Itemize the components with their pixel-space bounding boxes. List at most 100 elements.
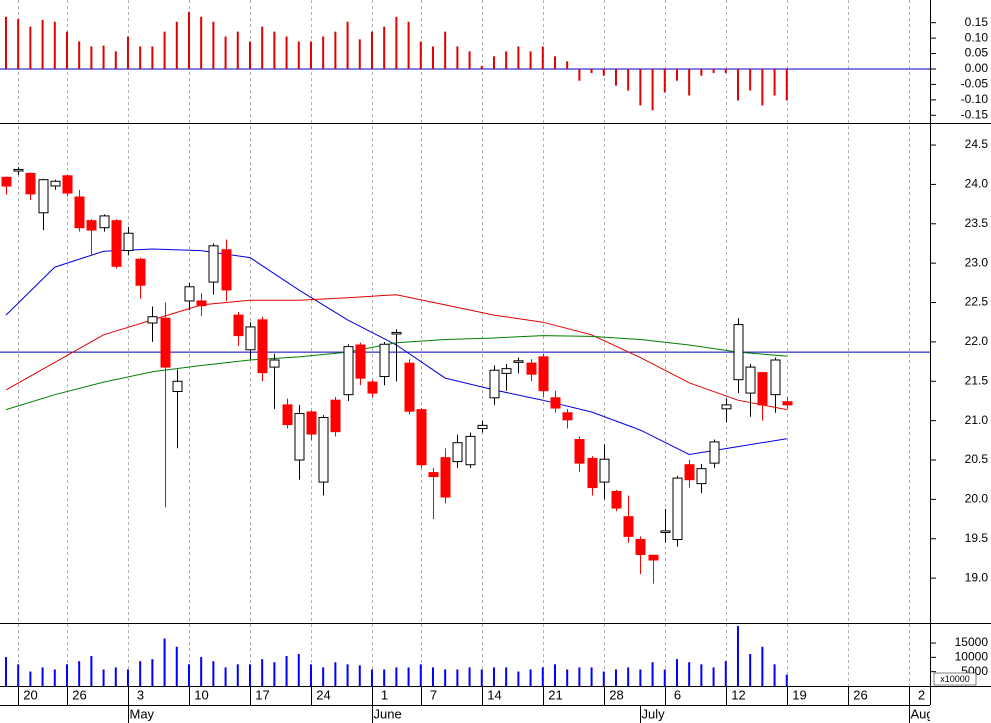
candle-body: [599, 458, 610, 483]
bar: [309, 41, 312, 69]
bar: [468, 667, 471, 686]
candle-body: [86, 220, 97, 231]
bar: [456, 669, 459, 686]
bar: [175, 21, 178, 69]
bar: [53, 669, 56, 686]
bar: [261, 26, 264, 69]
bar: [248, 41, 251, 69]
candle-body: [611, 491, 622, 509]
bar: [688, 68, 691, 96]
bar: [224, 36, 227, 69]
bar: [456, 46, 459, 69]
candle-body: [757, 372, 768, 406]
bar: [492, 56, 495, 69]
bar: [517, 671, 520, 686]
candle-body: [318, 416, 329, 483]
month-label: May: [130, 706, 155, 721]
y-tick-label: 23.0: [965, 255, 989, 269]
candle-body: [233, 314, 244, 337]
bar: [285, 36, 288, 69]
bar: [749, 68, 752, 91]
bar: [602, 68, 605, 76]
month-label: June: [374, 706, 402, 721]
candle-body: [221, 249, 232, 291]
candle-body: [13, 168, 24, 172]
candle-body: [745, 366, 756, 394]
candle-body: [294, 413, 305, 461]
y-tick-label: 20.0: [965, 492, 989, 506]
bar: [187, 11, 190, 69]
bar: [736, 626, 739, 686]
candle-body: [147, 316, 158, 324]
bar: [431, 46, 434, 69]
x-tick-label: 26: [853, 687, 867, 702]
candle-body: [343, 346, 354, 396]
bar: [346, 664, 349, 686]
x-tick-label: 3: [137, 687, 144, 702]
bar: [102, 669, 105, 686]
bar: [578, 68, 581, 81]
x-tick-label: 14: [487, 687, 501, 702]
bar: [41, 19, 44, 69]
candle-body: [74, 196, 85, 229]
bar: [236, 664, 239, 686]
bar: [444, 669, 447, 686]
candle-body: [404, 362, 415, 412]
bar: [29, 671, 32, 686]
bar: [4, 16, 7, 69]
bar: [468, 51, 471, 69]
bar: [785, 68, 788, 101]
bar: [322, 36, 325, 69]
candle-body: [452, 442, 463, 463]
bar: [297, 653, 300, 686]
y-tick-label: 20.5: [965, 452, 989, 466]
bar: [541, 46, 544, 69]
bar: [285, 656, 288, 686]
y-tick-label: -0.15: [961, 107, 989, 121]
x-tick-label: 24: [316, 687, 330, 702]
x-tick-label: 12: [731, 687, 745, 702]
y-tick-label: -0.10: [961, 92, 989, 106]
bar: [480, 669, 483, 686]
candle-body: [257, 319, 268, 374]
candle-body: [282, 404, 293, 426]
bar: [309, 664, 312, 686]
candle-body: [1, 176, 12, 187]
bar: [90, 46, 93, 69]
candle-body: [550, 397, 561, 409]
bar: [419, 664, 422, 686]
bar: [712, 68, 715, 73]
candle-body: [538, 356, 549, 392]
y-tick-label: 23.5: [965, 216, 989, 230]
candle-body: [513, 360, 524, 363]
candle-body: [355, 344, 366, 379]
bar: [724, 661, 727, 686]
bar: [17, 18, 20, 69]
candle-body: [135, 258, 146, 286]
x-tick-label: 2: [918, 687, 925, 702]
bar: [102, 45, 105, 69]
bar: [651, 68, 654, 111]
candle-body: [672, 477, 683, 541]
candle-body: [574, 439, 585, 464]
x-tick-label: 1: [381, 687, 388, 702]
bar: [419, 41, 422, 69]
candle-body: [684, 464, 695, 481]
x-tick-label: 28: [609, 687, 623, 702]
bar: [566, 61, 569, 69]
bar: [663, 68, 666, 93]
bar: [505, 667, 508, 686]
bar: [675, 659, 678, 686]
bar: [590, 68, 593, 73]
bar: [53, 21, 56, 69]
month-label: July: [642, 706, 666, 721]
candle-body: [245, 326, 256, 351]
bar: [627, 68, 630, 91]
candle-body: [489, 369, 500, 399]
bar: [370, 31, 373, 69]
bar: [505, 51, 508, 69]
bar: [785, 674, 788, 686]
